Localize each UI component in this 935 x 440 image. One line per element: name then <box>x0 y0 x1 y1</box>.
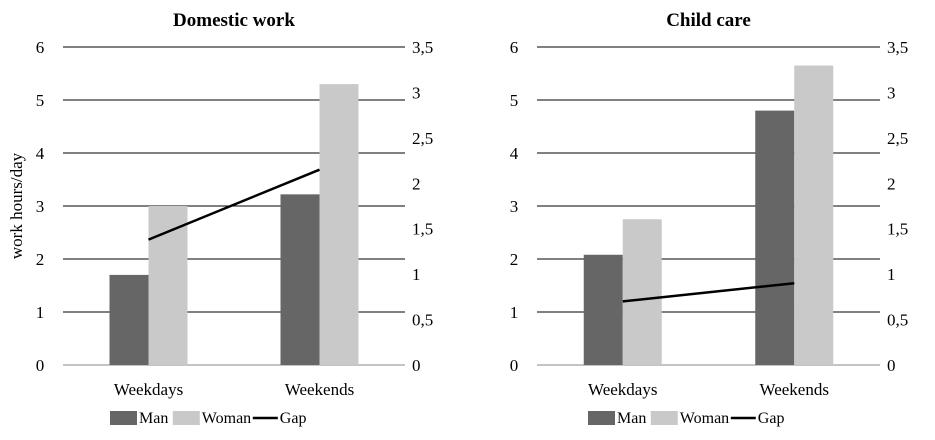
bar-woman-weekdays <box>622 219 662 365</box>
y-tick-label: 2 <box>510 250 519 269</box>
y2-tick-label: 1,5 <box>887 220 908 239</box>
y-tick-label: 1 <box>510 303 519 322</box>
chart-title: Domestic work <box>173 10 295 31</box>
bar-man-weekends <box>280 194 320 365</box>
bar-woman-weekends <box>319 84 359 365</box>
legend-label-man: Man <box>617 410 646 427</box>
y-tick-label: 0 <box>36 356 45 375</box>
x-tick-label: Weekdays <box>114 380 183 399</box>
y2-tick-label: 3 <box>412 83 421 102</box>
x-tick-label: Weekends <box>760 380 829 399</box>
legend-swatch-man <box>110 411 137 425</box>
legend-label-woman: Woman <box>202 410 251 427</box>
y2-tick-label: 1 <box>887 265 896 284</box>
gap-line <box>622 281 795 303</box>
legend-label-man: Man <box>139 410 168 427</box>
y2-tick-label: 1,5 <box>412 220 433 239</box>
legend-swatch-man <box>588 411 615 425</box>
legend-swatch-woman <box>650 411 678 425</box>
legend-label-gap: Gap <box>280 410 307 427</box>
bar-man-weekdays <box>109 274 149 365</box>
y-tick-label: 2 <box>36 250 45 269</box>
y-tick-label: 6 <box>36 38 45 57</box>
y2-tick-label: 0,5 <box>412 311 433 330</box>
y-tick-label: 5 <box>36 91 45 110</box>
gap-line <box>148 168 320 241</box>
y2-tick-label: 2 <box>412 174 421 193</box>
y-tick-label: 3 <box>510 197 519 216</box>
bar-woman-weekends <box>794 65 834 366</box>
y-tick-label: 4 <box>36 144 45 163</box>
y2-tick-label: 2,5 <box>887 129 908 148</box>
y2-tick-label: 3,5 <box>412 38 433 57</box>
y2-tick-label: 3,5 <box>887 38 908 57</box>
legend-swatch-woman <box>172 411 200 425</box>
y2-tick-label: 0 <box>412 356 421 375</box>
y-tick-label: 4 <box>510 144 519 163</box>
chart-title: Child care <box>666 10 751 31</box>
y2-tick-label: 3 <box>887 83 896 102</box>
y2-tick-label: 1 <box>412 265 421 284</box>
y-tick-label: 6 <box>510 38 519 57</box>
legend-label-woman: Woman <box>680 410 729 427</box>
y-tick-label: 5 <box>510 91 519 110</box>
x-tick-label: Weekends <box>285 380 354 399</box>
y-axis-label: work hours/day <box>7 152 26 259</box>
legend-label-gap: Gap <box>758 410 785 427</box>
y2-tick-label: 0,5 <box>887 311 908 330</box>
y-tick-label: 1 <box>36 303 45 322</box>
y2-tick-label: 2 <box>887 174 896 193</box>
bar-man-weekends <box>755 110 795 365</box>
y-tick-label: 3 <box>36 197 45 216</box>
y2-tick-label: 0 <box>887 356 896 375</box>
y2-tick-label: 2,5 <box>412 129 433 148</box>
bar-man-weekdays <box>583 254 623 365</box>
x-tick-label: Weekdays <box>588 380 657 399</box>
y-tick-label: 0 <box>510 356 519 375</box>
bar-woman-weekdays <box>148 206 188 365</box>
